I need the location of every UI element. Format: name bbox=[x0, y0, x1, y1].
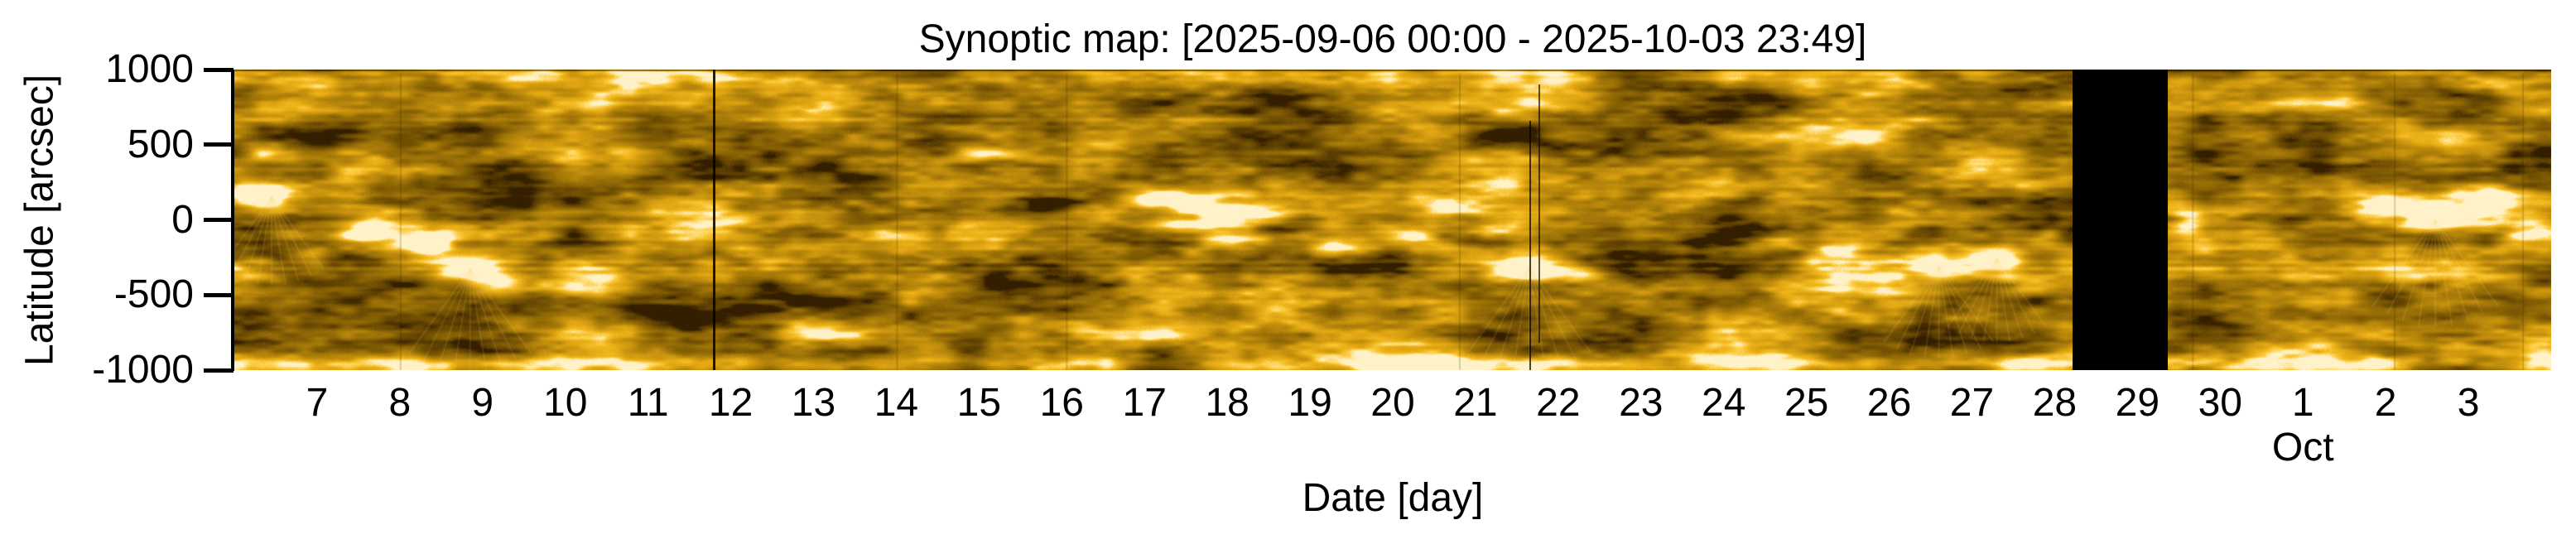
x-axis-title: Date [day] bbox=[1302, 476, 1484, 520]
x-tick-label-day-12: 12 bbox=[708, 381, 754, 425]
y-tick-mark bbox=[204, 142, 234, 147]
x-tick-label-day-29: 29 bbox=[2115, 381, 2160, 425]
x-tick-label-day-26: 26 bbox=[1866, 381, 1912, 425]
x-tick-label-day-31: 1 bbox=[2291, 381, 2314, 425]
figure-title: Synoptic map: [2025-09-06 00:00 - 2025-1… bbox=[918, 17, 1867, 61]
x-tick-label-day-16: 16 bbox=[1039, 381, 1084, 425]
x-tick-label-day-7: 7 bbox=[306, 381, 329, 425]
x-tick-label-day-17: 17 bbox=[1122, 381, 1167, 425]
x-tick-label-day-22: 22 bbox=[1536, 381, 1581, 425]
x-tick-label-day-23: 23 bbox=[1619, 381, 1664, 425]
x-tick-label-day-18: 18 bbox=[1205, 381, 1249, 425]
plot-area bbox=[234, 70, 2551, 370]
x-tick-label-day-9: 9 bbox=[471, 381, 494, 425]
y-tick-label--500: -500 bbox=[113, 272, 194, 317]
y-tick-label-500: 500 bbox=[127, 122, 194, 166]
x-tick-label-day-14: 14 bbox=[874, 381, 919, 425]
x-tick-label-day-19: 19 bbox=[1288, 381, 1332, 425]
y-tick-mark bbox=[204, 67, 234, 72]
x-tick-label-day-15: 15 bbox=[956, 381, 1002, 425]
y-tick-label--1000: -1000 bbox=[92, 348, 194, 392]
x-tick-label-day-32: 2 bbox=[2374, 381, 2397, 425]
x-tick-label-day-25: 25 bbox=[1784, 381, 1829, 425]
x-tick-label-day-10: 10 bbox=[543, 381, 588, 425]
x-tick-label-day-8: 8 bbox=[388, 381, 412, 425]
x-tick-label-day-27: 27 bbox=[1949, 381, 1995, 425]
x-tick-label-day-30: 30 bbox=[2198, 381, 2242, 425]
y-tick-mark bbox=[204, 292, 234, 297]
data-gap-band bbox=[2073, 70, 2169, 370]
artifact-line-3 bbox=[1538, 84, 1540, 344]
x-tick-label-day-24: 24 bbox=[1702, 381, 1746, 425]
artifact-line-1 bbox=[713, 70, 716, 370]
x-tick-label-day-11: 11 bbox=[627, 381, 669, 425]
synoptic-map-canvas bbox=[234, 70, 2551, 370]
month-label: Oct bbox=[2271, 426, 2334, 469]
x-tick-label-day-33: 3 bbox=[2457, 381, 2480, 425]
y-tick-mark bbox=[204, 218, 234, 222]
y-tick-label-0: 0 bbox=[171, 197, 194, 242]
x-tick-label-day-13: 13 bbox=[791, 381, 836, 425]
x-tick-label-day-21: 21 bbox=[1453, 381, 1498, 425]
y-tick-label-1000: 1000 bbox=[105, 47, 194, 91]
y-tick-mark bbox=[204, 368, 234, 373]
x-tick-label-day-20: 20 bbox=[1370, 381, 1415, 425]
artifact-line-2 bbox=[1529, 120, 1531, 370]
x-tick-label-day-28: 28 bbox=[2032, 381, 2078, 425]
